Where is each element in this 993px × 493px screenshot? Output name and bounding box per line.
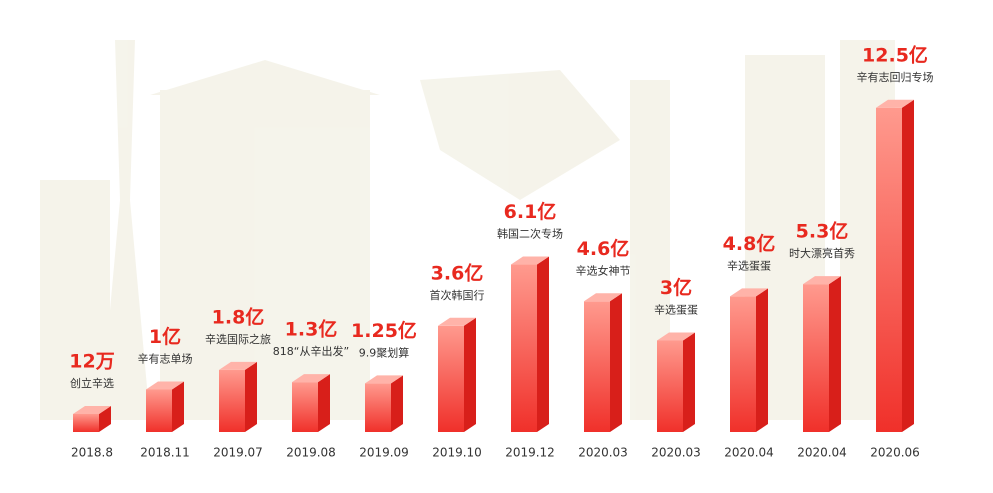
value-label: 12.5亿 (862, 43, 928, 66)
annotation: 辛有志单场 (138, 352, 193, 366)
bar-side (683, 332, 695, 432)
x-tick-label: 2020.06 (870, 446, 920, 460)
bar-side (391, 375, 403, 432)
bar (73, 413, 99, 432)
x-tick-label: 2020.03 (578, 446, 628, 460)
bar-side (902, 99, 914, 432)
bar-top (730, 288, 768, 297)
bar-side (756, 288, 768, 432)
bar-top (803, 276, 841, 285)
x-tick-label: 2018.8 (71, 446, 113, 460)
value-label: 3亿 (660, 276, 692, 299)
annotation: 首次韩国行 (430, 288, 485, 302)
bar-top (876, 99, 914, 108)
x-tick-label: 2019.09 (359, 446, 409, 460)
value-label: 12万 (69, 350, 114, 372)
bar-top (511, 256, 549, 265)
value-label: 5.3亿 (796, 220, 849, 243)
x-tick-label: 2019.08 (286, 446, 336, 460)
bar-side (464, 317, 476, 432)
annotation: 辛选蛋蛋 (654, 303, 698, 317)
x-tick-label: 2020.03 (651, 446, 701, 460)
annotation: 818“从辛出发” (273, 344, 349, 358)
bar (511, 264, 537, 432)
x-tick-label: 2019.07 (213, 446, 263, 460)
bar (365, 383, 391, 432)
bar (292, 382, 318, 432)
bar-side (172, 381, 184, 432)
bar (730, 296, 756, 432)
bar-top (219, 361, 257, 370)
x-tick-label: 2020.04 (724, 446, 774, 460)
annotation: 辛选国际之旅 (205, 332, 271, 346)
bar-top (292, 374, 330, 383)
bar-side (318, 374, 330, 432)
value-label: 6.1亿 (504, 200, 557, 223)
bar-top (584, 293, 622, 302)
bar-side (537, 256, 549, 432)
x-tick-label: 2019.10 (432, 446, 482, 460)
x-tick-label: 2019.12 (505, 446, 555, 460)
bar (876, 107, 902, 432)
annotation: 辛有志回归专场 (857, 70, 934, 84)
x-tick-label: 2020.04 (797, 446, 847, 460)
bar (657, 340, 683, 432)
bar (438, 325, 464, 432)
value-label: 1.25亿 (351, 319, 417, 342)
bar-top (657, 332, 695, 341)
annotation: 9.9聚划算 (359, 345, 410, 359)
bar-top (73, 405, 111, 414)
bar-side (245, 361, 257, 432)
bar (584, 301, 610, 432)
bar-top (365, 375, 403, 384)
value-label: 4.6亿 (577, 237, 630, 260)
annotation: 辛选女神节 (576, 263, 631, 277)
bar-side (99, 405, 111, 432)
bar-side (829, 276, 841, 432)
bar (146, 389, 172, 432)
bar (219, 369, 245, 432)
annotation: 时大漂亮首秀 (789, 246, 855, 260)
value-label: 3.6亿 (431, 261, 484, 284)
value-label: 1亿 (149, 325, 181, 348)
bar (803, 284, 829, 432)
annotation: 韩国二次专场 (497, 227, 563, 241)
value-label: 4.8亿 (723, 232, 776, 255)
bar-top (438, 317, 476, 326)
bar-side (610, 293, 622, 432)
annotation: 创立辛选 (70, 376, 114, 390)
bar-top (146, 381, 184, 390)
x-tick-label: 2018.11 (140, 446, 190, 460)
value-label: 1.3亿 (285, 318, 338, 341)
value-label: 1.8亿 (212, 305, 265, 328)
annotation: 辛选蛋蛋 (727, 258, 771, 272)
